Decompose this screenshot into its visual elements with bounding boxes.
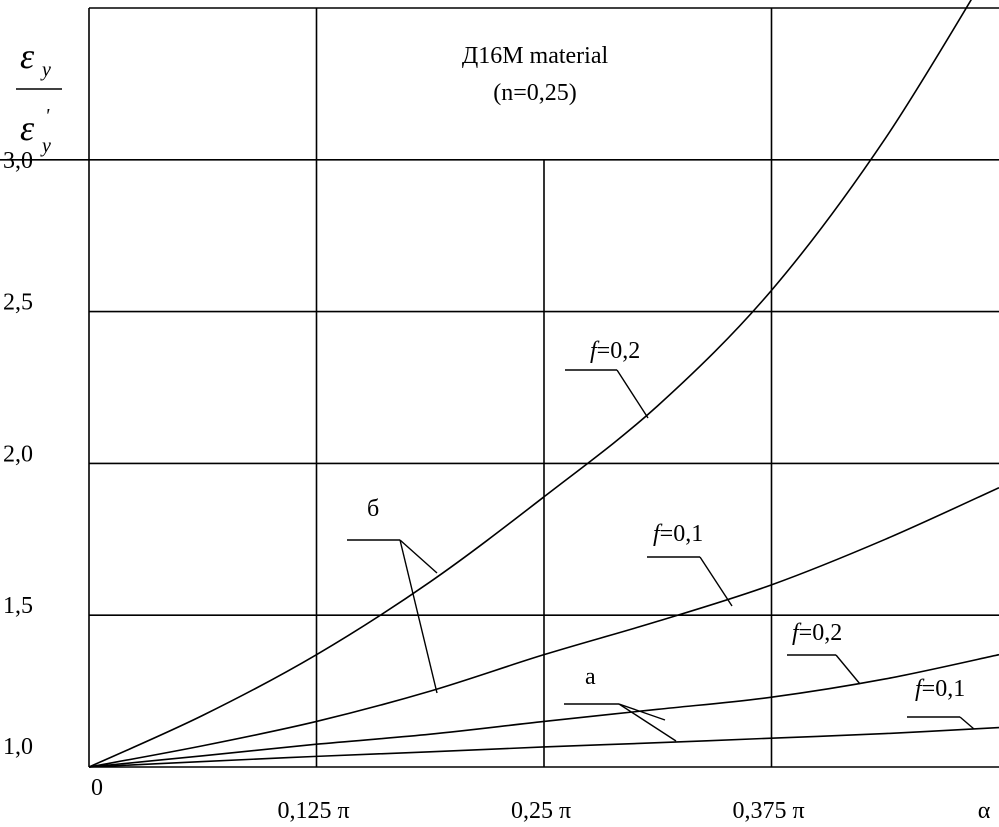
f-symbol: f: [792, 620, 802, 646]
leader-line: [618, 703, 666, 721]
annotations: f=0,2f=0,1бf=0,2f=0,1а: [347, 338, 975, 742]
leader-line: [399, 539, 438, 694]
y-axis-label: ε y ε y ': [16, 36, 62, 157]
series-label: f=0,1: [653, 521, 703, 547]
series-line: [88, 486, 999, 768]
ylabel-denominator-sub: y: [40, 135, 51, 157]
f-value: =0,1: [660, 521, 704, 547]
chart-subtitle: (n=0,25): [493, 80, 577, 106]
series-label: f=0,2: [792, 620, 842, 646]
x-tick-label: 0: [91, 775, 103, 801]
f-value: =0,1: [922, 676, 966, 702]
ylabel-denominator-symbol: ε: [20, 108, 35, 148]
series-label: f=0,2: [590, 338, 640, 364]
f-symbol: f: [915, 676, 925, 702]
y-tick-label: 2,5: [3, 290, 33, 316]
ylabel-denominator-prime: ': [45, 105, 50, 127]
leader-line: [959, 716, 975, 730]
ylabel-numerator-symbol: ε: [20, 36, 35, 76]
series-line: [88, 0, 972, 768]
x-tick-label: 0,125 π: [277, 798, 349, 824]
f-symbol: f: [590, 338, 600, 364]
series-label: f=0,1: [915, 676, 965, 702]
y-tick-label: 1,0: [3, 734, 33, 760]
group-label-a: а: [585, 664, 596, 690]
leader-line: [616, 369, 649, 419]
x-tick-label: 0,25 π: [511, 798, 571, 824]
leader-line: [835, 654, 861, 685]
tick-labels: 1,0 1,5 2,0 2,5 3,0 0 0,125 π 0,25 π 0,375 π α: [3, 148, 991, 824]
y-tick-label: 1,5: [3, 593, 33, 619]
y-tick-label: 2,0: [3, 441, 33, 467]
series-line: [88, 653, 999, 768]
leader-line: [399, 539, 438, 574]
chart-title: Д16М material: [462, 43, 609, 69]
x-tick-label: 0,375 π: [732, 798, 804, 824]
leader-line: [699, 556, 733, 607]
x-tick-label: α: [978, 798, 991, 824]
ylabel-numerator-sub: y: [40, 59, 51, 81]
series-line: [88, 726, 999, 768]
f-value: =0,2: [799, 620, 843, 646]
y-tick-label: 3,0: [3, 148, 33, 174]
leader-line: [618, 703, 677, 742]
curves: [88, 0, 999, 768]
grid: [0, 7, 999, 768]
f-symbol: f: [653, 521, 663, 547]
group-label-b: б: [367, 496, 379, 522]
f-value: =0,2: [597, 338, 641, 364]
